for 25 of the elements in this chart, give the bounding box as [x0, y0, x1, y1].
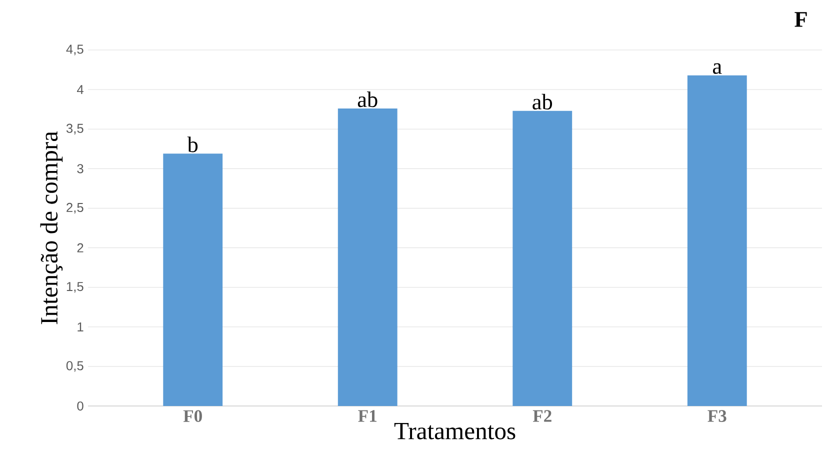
- annotation: ab: [358, 91, 378, 108]
- x-tick-label: F3: [708, 410, 726, 422]
- bar: [163, 154, 223, 406]
- x-axis-title: Tratamentos: [394, 423, 516, 440]
- y-tick-label: 2,5: [66, 202, 84, 214]
- y-tick-label: 2: [77, 243, 84, 252]
- annotation: b: [187, 136, 198, 152]
- y-tick-label: 3,5: [66, 124, 84, 134]
- bar: [687, 75, 747, 406]
- y-tick-label: 3: [77, 164, 84, 174]
- chart-title: F: [794, 12, 807, 27]
- y-tick-label: 1,5: [66, 282, 84, 293]
- y-tick-label: 0,5: [66, 361, 84, 372]
- x-tick-label: F0: [183, 410, 202, 422]
- bar: [338, 108, 398, 406]
- y-tick-label: 0: [77, 401, 84, 411]
- y-tick-label: 4,5: [66, 44, 84, 56]
- annotation: ab: [532, 94, 552, 110]
- y-tick-label: 4: [76, 85, 84, 94]
- y-tick-label: 1: [78, 322, 84, 332]
- y-axis-title: Intenção de compra: [40, 131, 63, 324]
- bar: [512, 110, 572, 406]
- x-tick-label: F2: [532, 410, 552, 422]
- x-tick-label: F1: [358, 410, 376, 422]
- annotation: a: [712, 63, 722, 74]
